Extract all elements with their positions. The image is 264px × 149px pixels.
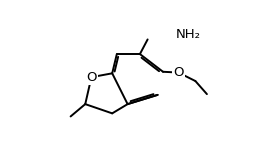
Text: O: O (86, 71, 97, 84)
Text: NH₂: NH₂ (176, 28, 201, 41)
Text: O: O (173, 66, 184, 79)
